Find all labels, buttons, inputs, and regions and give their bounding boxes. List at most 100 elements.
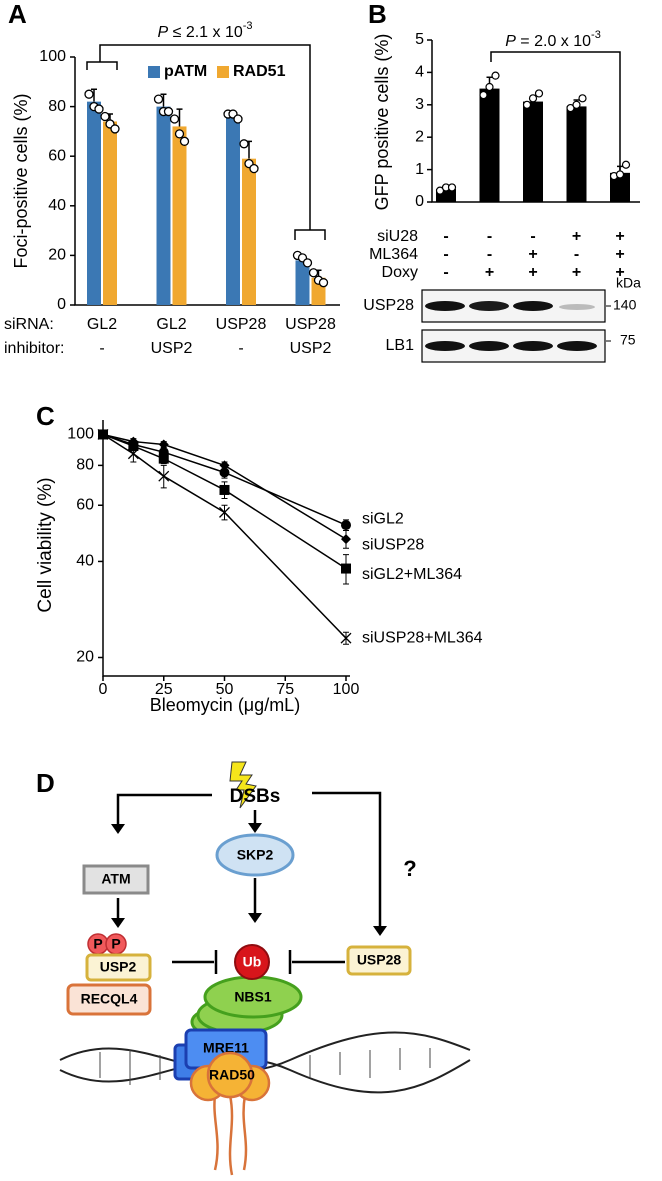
condition-sign: + [528,246,537,263]
condition-label: ML364 [369,246,418,263]
blot-band [513,341,553,351]
y-tick-label: 40 [48,197,66,214]
bar [523,101,543,202]
y-tick-label: 2 [415,128,424,145]
data-point [233,114,243,124]
condition-sign: + [485,264,494,281]
bar [479,88,500,202]
data-point [479,90,488,100]
node-label: NBS1 [234,989,272,1005]
node-label: RECQL4 [81,991,138,1007]
marker [127,448,139,460]
data-point [447,183,457,192]
y-tick-label: 1 [415,161,424,178]
data-point [621,160,631,169]
y-tick-label: 20 [76,649,94,666]
node-label: USP2 [100,959,137,975]
data-point [308,268,319,278]
data-point [84,89,94,99]
row-label: inhibitor: [4,340,64,357]
condition-sign: - [530,228,535,245]
y-tick-label: 0 [57,296,66,313]
series-label: siUSP28 [362,536,424,553]
bar [103,121,117,305]
annotation: P ≤ 2.1 x 10-3 [157,20,252,41]
lightning-icon [229,761,257,809]
question-mark: ? [403,856,416,881]
legend-label: pATM [164,63,207,80]
marker-unit: kDa [616,275,641,291]
bar [172,126,187,305]
series-label: siGL2+ML364 [362,566,462,583]
data-point [572,100,581,109]
marker [341,520,351,531]
condition-sign: - [443,246,448,263]
usp2-node [85,953,152,982]
y-axis-label: Foci-positive cells (%) [11,93,31,268]
skp2-node [215,833,295,877]
x-tick-label: 0 [99,681,108,698]
y-tick-label: 80 [76,457,94,474]
marker [341,563,351,574]
x-tick-label: GL2 [156,316,186,333]
annotation-text: = 2.0 x 10 [516,33,591,50]
panel-label: B [368,0,387,29]
dna-strand [59,1057,471,1094]
annotation-p: P [505,33,516,50]
panel-label: C [36,401,55,431]
x-tick-label: - [99,340,104,357]
data-point [534,89,544,98]
arrowhead [111,824,125,834]
blot-band [469,341,509,351]
data-point [522,100,532,109]
data-point [153,94,164,104]
condition-sign: + [615,228,624,245]
data-point [239,139,249,149]
condition-sign: + [528,264,537,281]
arrow [312,791,382,928]
annotation-sup: -3 [591,29,601,41]
ub-node [234,944,270,980]
x-tick-label: 100 [333,681,360,698]
bar [156,106,171,305]
bar [242,158,256,305]
annotation: P = 2.0 x 10-3 [505,29,601,50]
marker [158,470,170,482]
node-label: RAD50 [209,1067,255,1083]
legend-label: RAD51 [233,63,286,80]
arrowhead [373,926,387,936]
data-point [174,129,185,139]
error-bar [91,88,97,102]
x-tick-label: USP2 [151,340,193,357]
annotation-p: P [157,24,168,41]
usp28-node [346,945,412,976]
series-label: siGL2 [362,510,404,527]
y-tick-label: 0 [415,193,424,210]
marker [219,484,230,495]
marker [158,439,169,450]
blot-band [425,301,465,311]
x-tick-label: USP28 [285,316,336,333]
row-label: siRNA: [4,316,54,333]
arrow [116,793,212,826]
bar [295,260,310,305]
data-point [318,278,329,288]
condition-sign: + [615,264,624,281]
y-tick-label: 20 [48,247,66,264]
data-point [179,136,190,146]
marker [341,534,351,545]
data-point [578,94,587,103]
condition-sign: - [487,228,492,245]
data-point [94,104,104,114]
node-label: ATM [101,871,130,887]
blot-band [557,341,597,351]
node-label: SKP2 [237,847,274,863]
node-label: MRE11 [203,1040,249,1056]
y-tick-label: 100 [39,48,66,65]
marker-label: 75 [620,332,636,348]
significance-bracket [86,44,326,240]
series-line [102,433,347,570]
arrowhead [248,913,262,923]
data-point [528,94,538,103]
